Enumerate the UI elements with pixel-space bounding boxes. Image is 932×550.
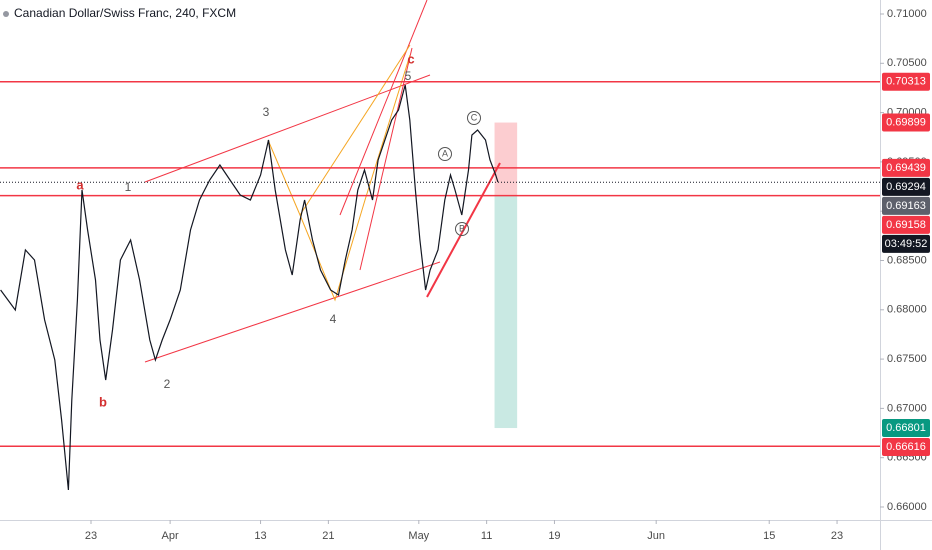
y-tick-label: 0.67000: [887, 402, 927, 414]
y-tick-label: 0.71000: [887, 8, 927, 20]
channel-lower: [144, 261, 441, 363]
wave-circle: [438, 147, 452, 161]
x-tick-label: 19: [548, 530, 560, 542]
price-label-box: [882, 113, 930, 132]
price-label: 0.70313: [886, 76, 926, 88]
wave-label: 1: [125, 180, 132, 194]
x-tick-label: 13: [254, 530, 266, 542]
price-label-box: [882, 177, 930, 196]
price-label-box: [882, 158, 930, 177]
wave-path: [299, 44, 411, 216]
price-label-box: [882, 234, 930, 253]
x-tick-label: May: [408, 530, 429, 542]
wave-label: 3: [263, 105, 270, 119]
y-tick-label: 0.68500: [887, 254, 927, 266]
wave-label: B: [459, 223, 465, 233]
stop-zone: [494, 122, 518, 196]
wave-label: a: [76, 177, 84, 192]
target-zone: [494, 195, 518, 429]
price-label: 0.69158: [886, 219, 926, 231]
x-tick-label: Apr: [162, 530, 179, 542]
x-tick-label: 15: [763, 530, 775, 542]
price-label: 0.69899: [886, 116, 926, 128]
price-label-box: [882, 419, 930, 438]
x-tick-label: 21: [322, 530, 334, 542]
trend-line: [426, 162, 501, 298]
x-tick-label: 11: [481, 530, 492, 542]
price-label-box: [882, 438, 930, 457]
x-tick-label: Jun: [647, 530, 665, 542]
wave-label: b: [99, 394, 107, 409]
price-line: [0, 84, 499, 491]
price-label: 03:49:52: [885, 238, 928, 250]
wave-label: C: [471, 112, 478, 122]
wave-path: [267, 54, 411, 302]
trend-line: [339, 0, 428, 216]
drawings: [144, 0, 501, 363]
wave-circle: [467, 111, 481, 125]
price-label-box: [882, 196, 930, 215]
price-label: 0.66616: [886, 441, 926, 453]
wave-label: c: [407, 51, 414, 66]
price-label: 0.69439: [886, 162, 926, 174]
price-label-box: [882, 72, 930, 91]
x-tick-label: 23: [85, 530, 97, 542]
wave-label: 5: [405, 69, 412, 83]
price-label-box: [882, 215, 930, 234]
y-tick-label: 0.67500: [887, 353, 927, 365]
y-tick-label: 0.68000: [887, 304, 927, 316]
price-label: 0.69294: [886, 181, 926, 193]
wave-label: 2: [164, 377, 171, 391]
x-tick-label: 23: [831, 530, 843, 542]
channel-upper: [144, 74, 431, 183]
chart-title: Canadian Dollar/Swiss Franc, 240, FXCM: [14, 6, 236, 20]
status-dot: [3, 11, 9, 17]
y-tick-label: 0.70500: [887, 57, 927, 69]
price-label: 0.69163: [886, 200, 926, 212]
trend-line: [359, 47, 413, 271]
wave-label: A: [442, 148, 448, 158]
wave-circle: [455, 222, 469, 236]
y-tick-label: 0.66000: [887, 501, 927, 513]
wave-label: 4: [330, 312, 337, 326]
price-label: 0.66801: [886, 422, 926, 434]
